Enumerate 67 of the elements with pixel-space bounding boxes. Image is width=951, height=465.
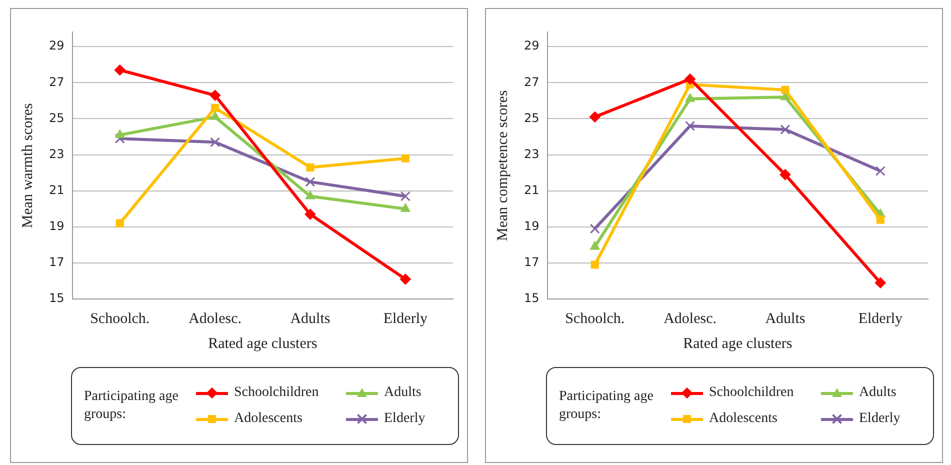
y-tick-label: 15 [524,291,540,306]
point [115,129,125,138]
point [400,191,410,202]
y-tick-label: 21 [48,182,64,197]
point [780,169,791,180]
point [590,260,599,269]
x-tick-label: Elderly [383,310,428,327]
point [685,120,696,131]
y-axis-title: Mean competence scores [494,90,511,241]
point [211,104,220,112]
point [114,64,126,76]
point [304,208,316,220]
point [116,219,124,228]
y-tick-label: 27 [48,74,64,89]
y-tick-label: 19 [524,219,540,234]
legend-label: Adolescents [234,411,302,427]
x-axis-title: Rated age clusters [683,336,792,352]
legend-title: Participating age groups: [558,388,654,424]
point [590,241,600,250]
x-tick-label: Elderly [858,310,903,327]
y-tick-label: 17 [48,255,64,270]
x-tick-label: Schoolch. [90,310,150,327]
y-tick-label: 19 [48,219,64,234]
point [210,137,220,148]
point [400,274,411,285]
y-tick-label: 29 [524,38,540,53]
legend-label: Elderly [384,411,426,427]
y-tick-label: 15 [48,291,64,306]
x-tick-label: Adults [290,310,330,327]
point [780,124,790,135]
y-tick-label: 23 [48,146,64,161]
legend-title: Participating age groups: [83,388,180,424]
legend-label: Adults [859,385,896,401]
y-tick-label: 25 [524,110,540,125]
point [210,90,221,101]
y-tick-label: 21 [524,182,540,197]
y-tick-label: 25 [48,110,64,125]
y-axis-title: Mean warmth scores [20,102,36,228]
point [400,203,410,212]
legend-label: Schoolchildren [709,385,794,401]
legend-label: Adolescents [709,411,778,427]
x-tick-label: Schoolch. [565,310,625,327]
x-tick-label: Adults [765,310,806,327]
point [875,166,886,176]
point [305,176,316,187]
point [684,74,696,85]
point [685,93,695,102]
y-tick-label: 29 [48,38,64,53]
x-axis-title: Rated age clusters [208,336,318,352]
x-tick-label: Adolesc. [664,310,716,327]
y-tick-label: 23 [524,146,540,161]
point [306,163,314,172]
point [874,277,886,288]
y-tick-label: 17 [524,255,540,270]
point [114,134,125,144]
point [876,216,884,224]
point [589,111,600,122]
point [210,111,220,120]
legend-label: Adults [384,385,422,401]
point [590,224,600,234]
point [305,190,316,200]
legend-label: Elderly [859,411,900,427]
y-tick-label: 27 [524,74,540,89]
point [401,154,410,162]
x-tick-label: Adolesc. [188,310,242,327]
point [781,86,790,94]
legend-label: Schoolchildren [234,385,319,401]
